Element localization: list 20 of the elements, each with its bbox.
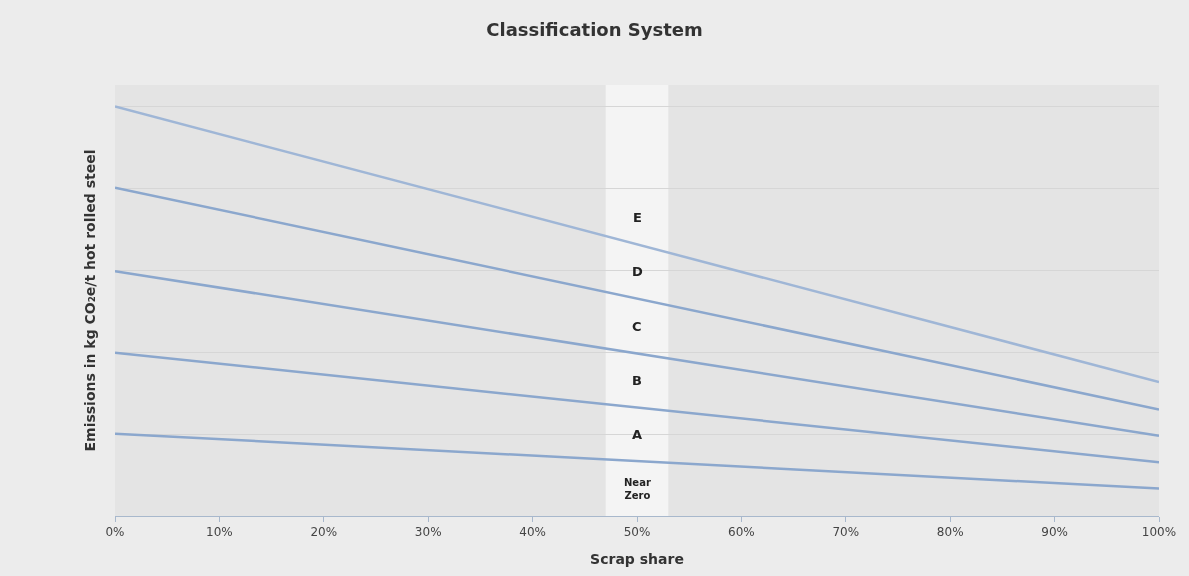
annotation: A <box>632 427 643 442</box>
x-tick-label: 40% <box>519 525 546 540</box>
x-tick-label: 30% <box>414 525 442 540</box>
x-tick-label: 100% <box>1141 525 1177 540</box>
x-tick-label: 50% <box>623 525 651 540</box>
x-tick-label: 70% <box>832 525 860 540</box>
chart-title: Classification System <box>486 18 703 40</box>
annotation: C <box>632 319 642 334</box>
x-tick-label: 10% <box>206 525 233 540</box>
annotation: D <box>632 264 643 279</box>
annotation: B <box>632 373 642 388</box>
x-axis-title: Scrap share <box>590 550 684 567</box>
x-tick-label: 60% <box>728 525 755 540</box>
x-tick-label: 20% <box>310 525 338 540</box>
annotation: Near Zero <box>624 477 651 501</box>
x-tick-label: 80% <box>936 525 964 540</box>
annotation: E <box>633 210 642 225</box>
y-axis-title: Emissions in kg CO₂e/t hot rolled steel <box>81 149 98 452</box>
x-tick-label: 0% <box>105 525 125 540</box>
x-tick-label: 90% <box>1041 525 1068 540</box>
